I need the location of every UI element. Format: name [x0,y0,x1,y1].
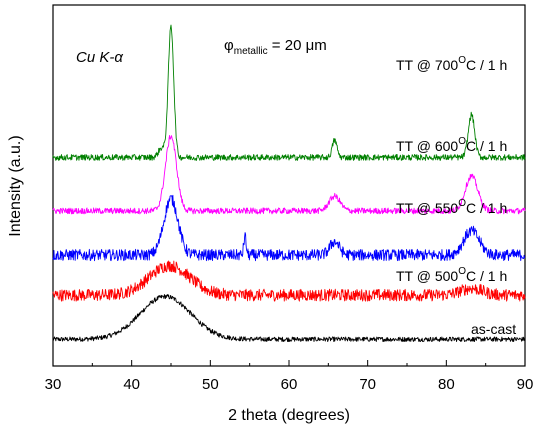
x-tick-label-40: 40 [123,376,140,393]
x-axis-title: 2 theta (degrees) [228,407,350,424]
series-label-ascast: as-cast [471,321,516,337]
y-axis-title: Intensity (a.u.) [7,135,24,236]
series-label-550-prefix: TT @ 550 [396,200,458,216]
particle-size-annotation: φmetallic = 20 μm [224,37,327,57]
series-label-500: TT @ 500OC / 1 h [396,266,507,284]
series-label-700-prefix: TT @ 700 [396,57,458,73]
trace-tt-550-c-1-h [52,194,526,262]
series-label-600-prefix: TT @ 600 [396,138,458,154]
particle-size-symbol: φ [224,37,234,54]
trace-group [52,24,526,343]
series-label-500-prefix: TT @ 500 [396,268,458,284]
particle-size-subscript: metallic [234,46,268,57]
x-tick-label-80: 80 [438,376,455,393]
series-label-500-degree: O [458,266,466,277]
radiation-annotation: Cu K-α [76,49,123,66]
trace-tt-500-c-1-h [52,260,526,302]
series-label-600-suffix: C / 1 h [466,138,507,154]
trace-tt-700-c-1-h [52,24,526,161]
trace-tt-600-c-1-h [52,135,526,215]
x-tick-label-30: 30 [45,376,62,393]
trace-as-cast [52,294,526,343]
series-label-550: TT @ 550OC / 1 h [396,198,507,216]
series-label-550-degree: O [458,198,466,209]
series-label-700-degree: O [458,55,466,66]
series-label-500-suffix: C / 1 h [466,268,507,284]
x-tick-label-70: 70 [359,376,376,393]
x-tick-label-60: 60 [281,376,298,393]
series-label-700-suffix: C / 1 h [466,57,507,73]
tick-group: 30 40 50 60 70 80 90 [45,360,534,393]
x-tick-label-90: 90 [517,376,534,393]
x-tick-label-50: 50 [202,376,219,393]
series-label-600: TT @ 600OC / 1 h [396,136,507,154]
series-label-600-degree: O [458,136,466,147]
series-label-550-suffix: C / 1 h [466,200,507,216]
series-label-700: TT @ 700OC / 1 h [396,55,507,73]
particle-size-value: = 20 μm [268,37,327,54]
